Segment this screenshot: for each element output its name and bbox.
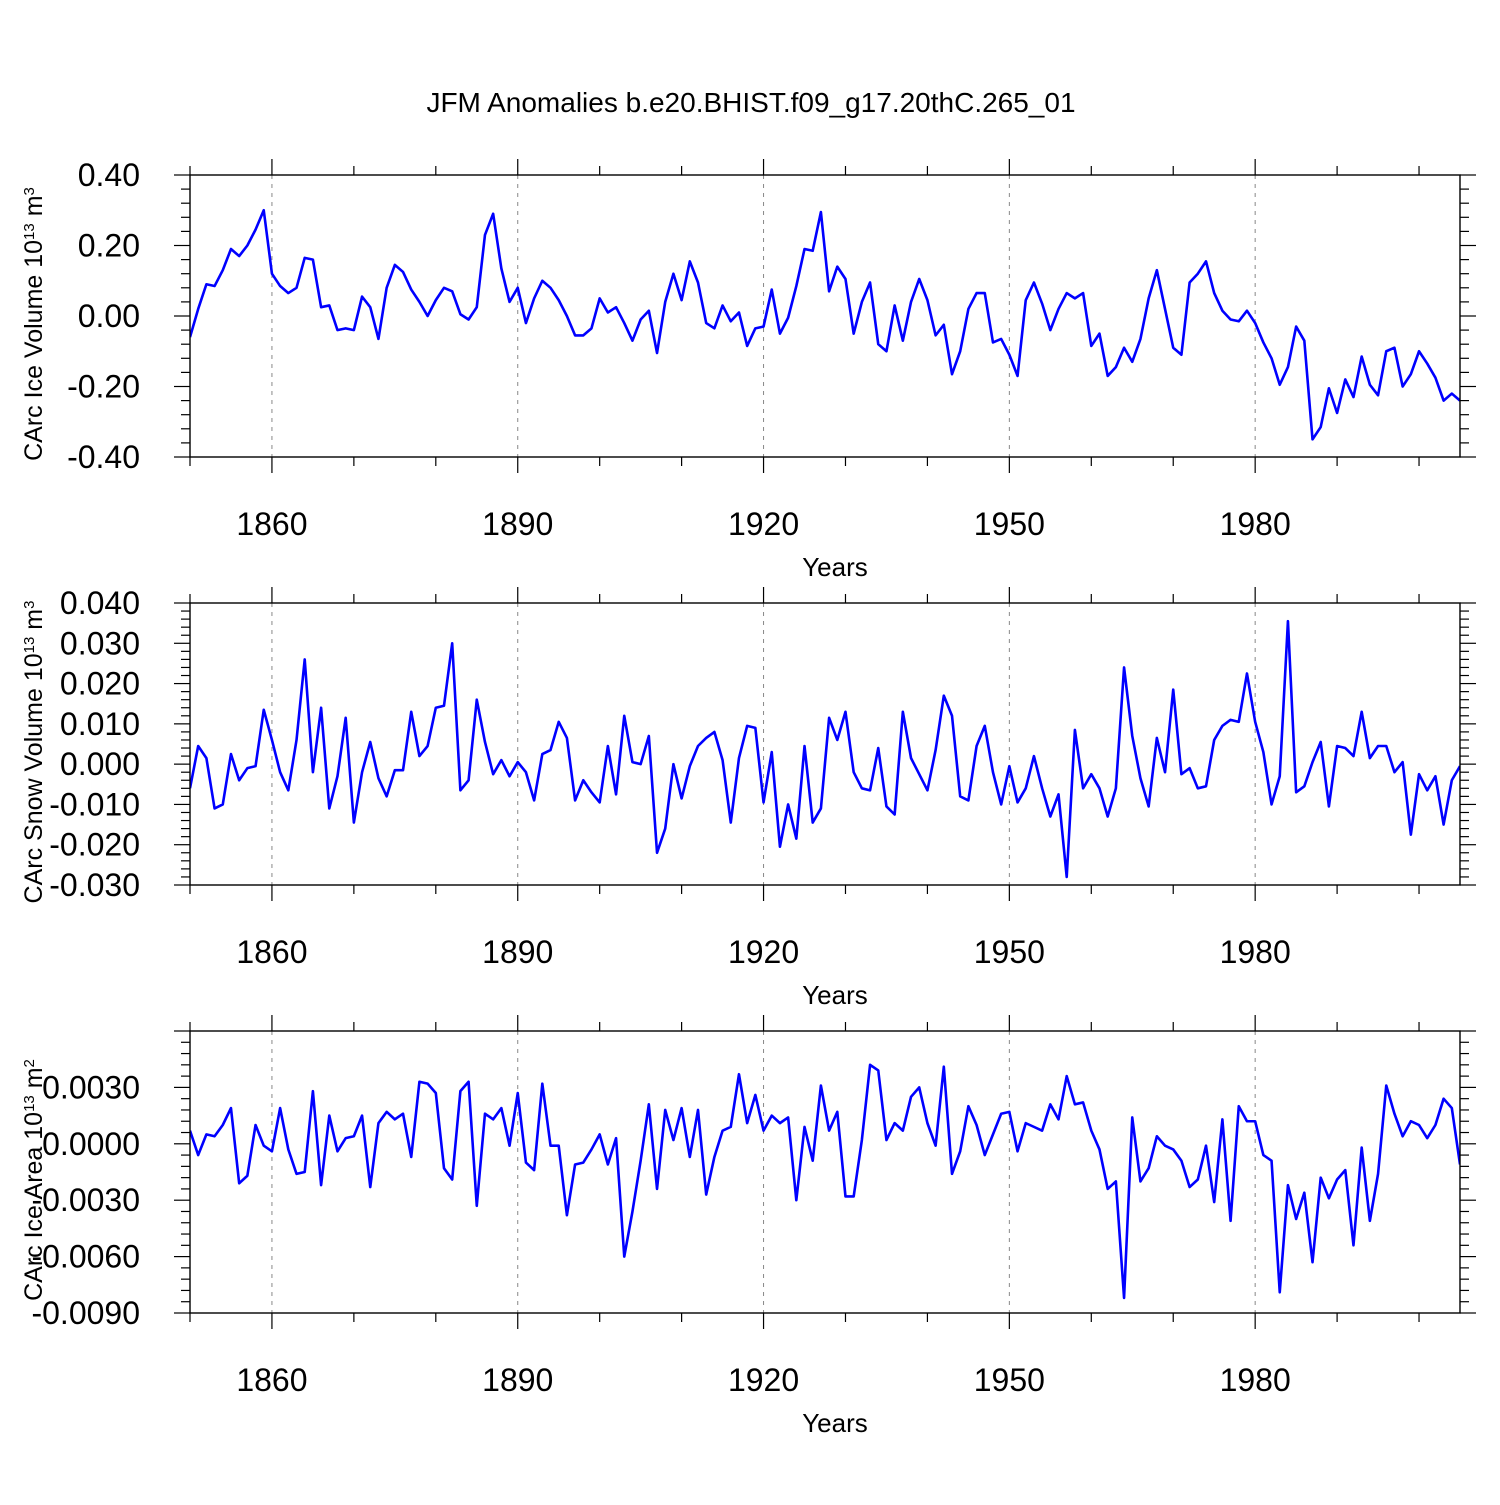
x-axis-label: Years <box>802 980 868 1010</box>
y-tick-label: -0.010 <box>49 786 140 822</box>
y-tick-label: 0.040 <box>60 585 140 621</box>
panel-2: 1860 1890 1920 1950 1980 -0.030 -0.020 -0.010 0.… <box>20 585 1476 1010</box>
y-axis-label-part: 13 <box>21 1095 38 1112</box>
series-line <box>190 619 1460 879</box>
x-tick-label: 1920 <box>728 506 799 542</box>
y-axis-label: CArc Ice Volume 1013 m3 <box>20 187 48 461</box>
y-tick-label: 0.000 <box>60 746 140 782</box>
x-tick-label: 1860 <box>236 506 307 542</box>
y-axis-label-part: 3 <box>21 187 38 195</box>
x-tick-label: 1920 <box>728 934 799 970</box>
y-axis-label-part: 13 <box>21 637 38 654</box>
series-line <box>190 1063 1460 1300</box>
x-tick-label: 1980 <box>1220 506 1291 542</box>
y-tick-label: 0.020 <box>60 666 140 702</box>
y-tick-label: -0.20 <box>67 369 140 405</box>
y-tick-label: 0.0030 <box>42 1069 140 1105</box>
y-tick-label: 0.0000 <box>42 1126 140 1162</box>
y-tick-label: -0.0030 <box>31 1182 140 1218</box>
y-tick-label: -0.40 <box>67 439 140 475</box>
x-tick-label: 1890 <box>482 934 553 970</box>
x-tick-label: 1950 <box>974 506 1045 542</box>
x-tick-label: 1860 <box>236 1362 307 1398</box>
y-axis-label-part: CArc Ice Volume 10 <box>20 240 48 461</box>
y-tick-label: -0.020 <box>49 827 140 863</box>
panel-3: 1860 1890 1920 1950 1980 -0.0090 -0.0060 -0.003… <box>20 1015 1476 1438</box>
series-line <box>190 208 1460 441</box>
x-tick-label: 1920 <box>728 1362 799 1398</box>
y-axis-label: CArc Ice Area 1013 m2 <box>20 1059 48 1301</box>
y-axis-label-part: CArc Ice Area 10 <box>20 1112 48 1301</box>
x-tick-label: 1950 <box>974 1362 1045 1398</box>
y-tick-label: 0.010 <box>60 706 140 742</box>
panel-1: 1860 1890 1920 1950 1980 -0.40 -0.20 0.00 0.20 0.… <box>20 157 1476 582</box>
y-tick-label: -0.0060 <box>31 1239 140 1275</box>
y-axis-label-part: m <box>20 195 48 223</box>
y-tick-label: 0.030 <box>60 625 140 661</box>
figure-title: JFM Anomalies b.e20.BHIST.f09_g17.20thC.… <box>426 87 1075 118</box>
x-tick-label: 1890 <box>482 1362 553 1398</box>
x-tick-label: 1980 <box>1220 934 1291 970</box>
y-axis-label-part: 3 <box>21 601 38 609</box>
y-axis-label-part: CArc Snow Volume 10 <box>20 653 48 903</box>
y-axis-label-part: 13 <box>21 223 38 240</box>
plot-frame <box>189 1030 1461 1314</box>
y-axis-label-part: m <box>20 1067 48 1095</box>
x-tick-label: 1950 <box>974 934 1045 970</box>
y-tick-label: 0.00 <box>78 298 140 334</box>
x-axis-label: Years <box>802 1408 868 1438</box>
y-tick-label: 0.40 <box>78 157 140 193</box>
y-axis-label-part: m <box>20 609 48 637</box>
y-axis-label-part: 2 <box>21 1059 38 1067</box>
x-tick-label: 1890 <box>482 506 553 542</box>
plot-frame <box>189 174 1461 458</box>
x-axis-label: Years <box>802 552 868 582</box>
x-tick-label: 1980 <box>1220 1362 1291 1398</box>
plot-frame <box>189 602 1461 886</box>
y-tick-label: 0.20 <box>78 228 140 264</box>
y-tick-label: -0.030 <box>49 867 140 903</box>
y-axis-label: CArc Snow Volume 1013 m3 <box>20 601 48 904</box>
x-tick-label: 1860 <box>236 934 307 970</box>
y-tick-label: -0.0090 <box>31 1295 140 1331</box>
